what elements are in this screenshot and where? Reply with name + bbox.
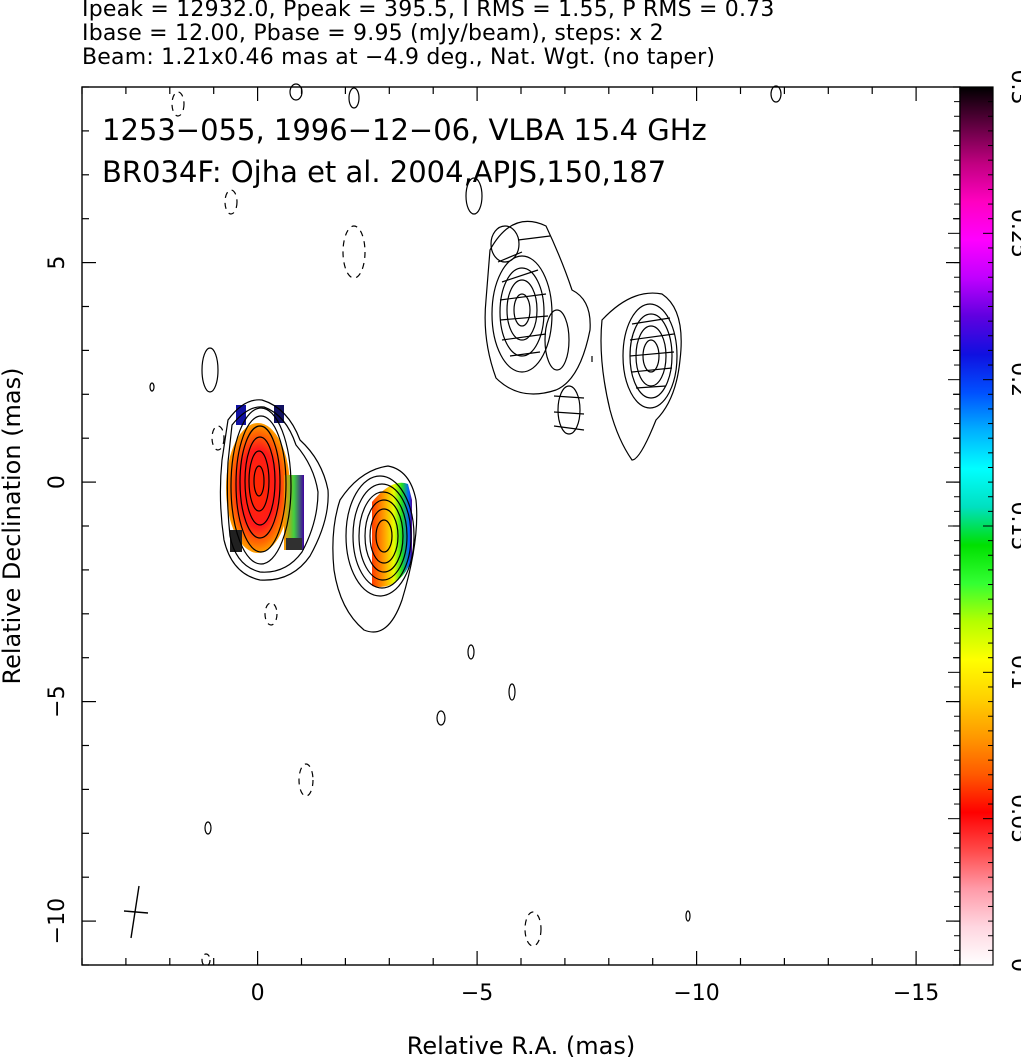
colorbar-tick-label: 0.3 <box>1006 70 1021 105</box>
core-contour-peak <box>253 465 265 497</box>
jet-contour <box>352 483 412 589</box>
core-pol-edge <box>284 475 304 550</box>
source-annotation: 1253−055, 1996−12−06, VLBA 15.4 GHz <box>102 113 707 147</box>
negative-contour <box>264 602 278 626</box>
outer-a-contour-side <box>544 309 570 371</box>
outer-a-contour-outer <box>484 220 591 395</box>
pol-vector <box>501 333 547 341</box>
core-pol-pixel <box>286 538 302 550</box>
colorbar-tick-label: 0.2 <box>1006 362 1021 397</box>
polarization-color-map <box>226 405 412 587</box>
colorbar-tick-label: 0.05 <box>1006 794 1021 843</box>
noise-contour <box>436 710 446 726</box>
core-contour <box>248 450 270 512</box>
pol-vector <box>517 235 551 241</box>
negative-contour <box>342 225 366 279</box>
outer-b-contour <box>622 303 678 409</box>
core-contour <box>244 436 276 526</box>
negative-contour <box>211 425 225 451</box>
pol-vector <box>629 351 675 357</box>
header-beam: Beam: 1.21x0.46 mas at −4.9 deg., Nat. W… <box>82 45 716 70</box>
pol-vector <box>509 351 541 357</box>
pol-vector <box>629 333 675 341</box>
outer-a-contour-blob <box>490 225 520 263</box>
pol-vector <box>553 425 585 431</box>
reference-annotation: BR034F: Ojha et al. 2004,APJS,150,187 <box>102 155 666 189</box>
restoring-beam <box>123 885 149 939</box>
y-axis: 5 0 −5 −10 <box>45 86 960 966</box>
noise-contour <box>204 821 212 835</box>
colorbar-tick-label: 0.1 <box>1006 655 1021 690</box>
jet-contour <box>369 508 399 564</box>
noise-contour <box>149 382 155 392</box>
outer-a-contour-blob <box>557 385 581 435</box>
plot-frame <box>81 86 961 966</box>
header-base-steps: Ibase = 12.00, Pbase = 9.95 (mJy/beam), … <box>82 21 664 46</box>
colorbar-axis: 0 0.05 0.1 0.15 0.2 0.25 0.3 <box>948 70 1021 972</box>
jet-contour <box>364 499 404 573</box>
outer-a-contour <box>506 279 538 341</box>
x-tick-label: −10 <box>673 981 719 1006</box>
noise-contour <box>348 87 360 109</box>
polarization-vectors <box>497 235 675 431</box>
noise-contour <box>201 347 219 393</box>
y-axis-title: Relative Declination (mas) <box>0 367 26 684</box>
colorbar-tick-label: 0.15 <box>1006 502 1021 551</box>
colorbar-tick-label: 0 <box>1006 958 1021 972</box>
y-tick-label: −5 <box>45 685 70 717</box>
y-tick-label: 5 <box>45 256 70 270</box>
pol-vector <box>497 251 523 263</box>
x-tick-label: −15 <box>893 981 939 1006</box>
noise-contour <box>465 177 483 215</box>
outer-a-contour <box>491 255 553 373</box>
colorbar-tick-label: 0.25 <box>1006 209 1021 258</box>
pol-vector <box>631 317 671 325</box>
y-tick-label: 0 <box>45 475 70 489</box>
pol-vector <box>553 395 585 399</box>
x-tick-label: −5 <box>461 981 493 1006</box>
x-axis: 0 −5 −10 −15 <box>81 87 961 1006</box>
core-contour <box>239 425 281 539</box>
negative-contour <box>171 91 185 117</box>
pol-vector <box>553 411 585 415</box>
pol-vector <box>499 315 549 321</box>
negative-contour <box>298 763 314 797</box>
outer-a-contour <box>499 267 545 357</box>
jet-contour <box>345 475 415 597</box>
negative-contour <box>224 189 238 215</box>
outer-b-contour-outer <box>600 292 682 461</box>
header-peak-rms: Ipeak = 12932.0, Ppeak = 395.5, I RMS = … <box>82 0 775 22</box>
core-pol-pixel <box>274 405 284 423</box>
jet-contour <box>358 491 408 581</box>
x-tick-label: 0 <box>251 981 265 1006</box>
x-axis-title: Relative R.A. (mas) <box>407 1032 635 1060</box>
core-contour <box>230 407 292 565</box>
noise-contour <box>685 910 691 922</box>
core-contour <box>226 406 319 573</box>
jet-contour-peak <box>375 519 393 553</box>
y-tick-label: −10 <box>45 898 70 944</box>
noise-contour <box>467 644 475 660</box>
outer-a-contour-peak <box>513 293 531 327</box>
outer-b-contour <box>635 325 667 387</box>
pol-vector <box>501 269 539 283</box>
negative-contour <box>201 953 211 967</box>
pol-vector <box>635 385 667 389</box>
negative-contour <box>524 911 542 947</box>
noise-contour <box>770 85 782 103</box>
outer-b-contour-peak <box>642 339 660 373</box>
core-contour-outer <box>219 399 329 581</box>
noise-contour <box>508 683 516 701</box>
jet-contour-outer <box>332 465 418 633</box>
pol-vector <box>631 367 673 373</box>
pol-vector <box>499 293 547 301</box>
core-contour <box>235 415 287 553</box>
